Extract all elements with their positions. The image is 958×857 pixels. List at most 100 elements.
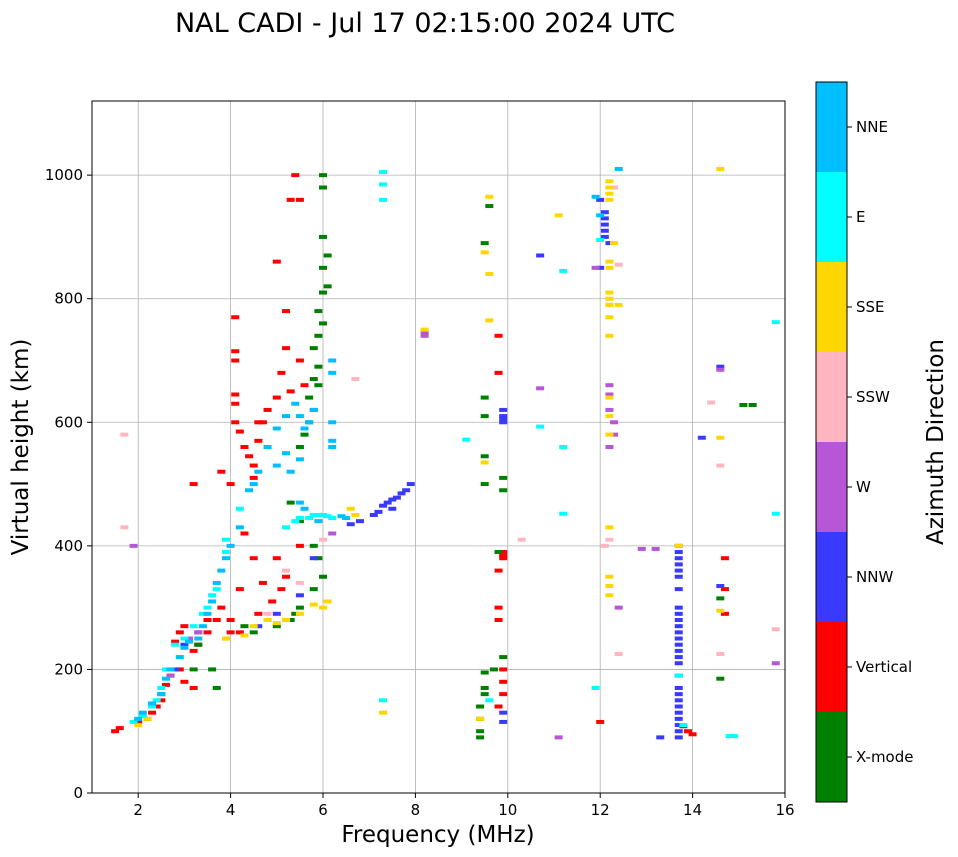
data-point [203, 630, 212, 635]
data-point [295, 457, 304, 462]
data-point [120, 432, 129, 437]
data-point [605, 259, 614, 264]
data-point [328, 531, 337, 536]
data-point [152, 704, 161, 709]
data-point [282, 414, 291, 419]
data-point [499, 719, 508, 724]
data-point [697, 435, 706, 440]
data-point [674, 729, 683, 734]
data-point [309, 407, 318, 412]
data-point [254, 624, 263, 629]
data-point [480, 454, 489, 459]
data-point [231, 349, 240, 354]
data-point [291, 401, 300, 406]
data-point [134, 723, 143, 728]
data-point [231, 420, 240, 425]
data-point [235, 525, 244, 530]
data-point [355, 519, 364, 524]
data-point [129, 719, 138, 724]
colorbar-segment [816, 352, 847, 442]
data-point [674, 636, 683, 641]
data-point [194, 642, 203, 647]
data-point [217, 568, 226, 573]
data-point [605, 302, 614, 307]
data-point [605, 241, 614, 246]
data-point [189, 624, 198, 629]
data-point [748, 402, 757, 407]
data-point [605, 296, 614, 301]
series-w [129, 265, 780, 740]
data-point [286, 197, 295, 202]
data-point [716, 584, 725, 589]
data-point [480, 482, 489, 487]
data-point [129, 543, 138, 548]
data-point [656, 735, 665, 740]
data-point [379, 170, 388, 175]
colorbar-tick-label: NNE [856, 118, 888, 136]
data-point [485, 698, 494, 703]
data-point [494, 333, 503, 338]
data-point [499, 655, 508, 660]
data-point [328, 358, 337, 363]
data-point [476, 735, 485, 740]
data-point [291, 519, 300, 524]
data-point [494, 370, 503, 375]
data-point [152, 698, 161, 703]
data-point [554, 735, 563, 740]
data-point [480, 414, 489, 419]
data-point [716, 367, 725, 372]
data-point [480, 241, 489, 246]
data-point [295, 611, 304, 616]
data-point [157, 698, 166, 703]
data-point [494, 605, 503, 610]
data-point [720, 587, 729, 592]
data-point [674, 550, 683, 555]
data-point [605, 383, 614, 388]
data-point [476, 716, 485, 721]
data-point [134, 716, 143, 721]
data-point [517, 537, 526, 542]
data-point [499, 407, 508, 412]
data-point [674, 556, 683, 561]
colorbar-segment [816, 82, 847, 172]
data-point [175, 655, 184, 660]
data-point [716, 364, 725, 369]
colorbar-segment [816, 262, 847, 352]
x-tick-label: 12 [591, 801, 610, 819]
data-point [189, 685, 198, 690]
data-point [536, 386, 545, 391]
data-point [258, 420, 267, 425]
data-point [637, 546, 646, 551]
data-point [720, 556, 729, 561]
data-point [591, 265, 600, 270]
data-point [309, 556, 318, 561]
data-point [674, 673, 683, 678]
data-point [337, 514, 346, 519]
data-point [605, 185, 614, 190]
data-point [485, 204, 494, 209]
data-point [605, 333, 614, 338]
data-point [240, 531, 249, 536]
data-point [138, 710, 147, 715]
data-point [171, 639, 180, 644]
data-point [374, 509, 383, 514]
colorbar-segment [816, 622, 847, 712]
data-point [157, 692, 166, 697]
data-point [397, 491, 406, 496]
data-point [379, 182, 388, 187]
data-point [605, 584, 614, 589]
data-point [559, 445, 568, 449]
data-point [286, 469, 295, 474]
data-point [208, 599, 217, 604]
data-point [476, 729, 485, 734]
data-point [674, 655, 683, 660]
data-point [402, 488, 411, 493]
data-point [499, 417, 508, 422]
data-point [249, 624, 258, 629]
data-point [235, 506, 244, 511]
data-point [309, 346, 318, 351]
data-point [605, 432, 614, 437]
data-point [591, 685, 600, 690]
data-point [249, 630, 258, 635]
